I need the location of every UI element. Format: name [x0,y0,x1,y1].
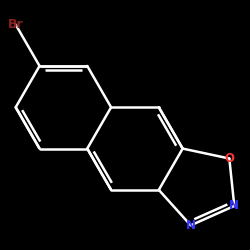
Text: N: N [229,200,239,212]
Text: Br: Br [8,18,24,31]
Text: N: N [186,219,196,232]
Text: O: O [224,152,234,165]
